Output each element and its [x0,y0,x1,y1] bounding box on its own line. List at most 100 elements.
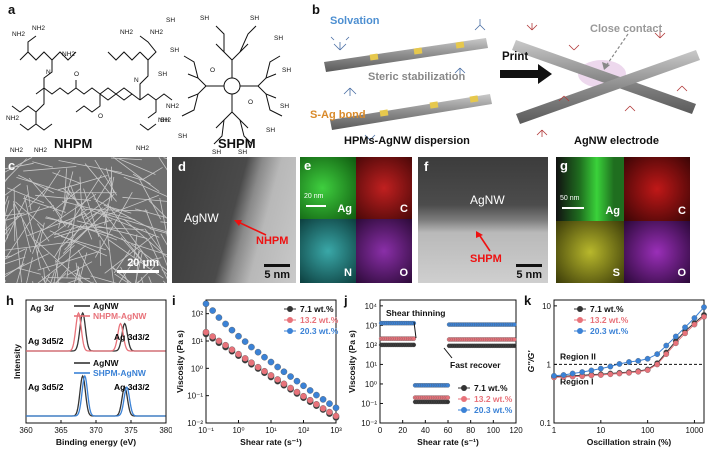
map-o-g: O [624,221,690,283]
xps-series-line [26,311,166,352]
data-point [313,391,320,399]
data-point [235,350,242,358]
x-tick-label: 380 [159,426,172,435]
x-tick-label: 100 [641,426,655,435]
data-point [235,332,242,340]
shpm-ester-o: O [248,99,253,106]
scale-label: 50 nm [560,195,580,202]
right-wires [512,23,700,137]
shpm-thiol-label: SH [160,117,169,124]
y-tick-label: 10³ [365,321,377,330]
x-tick-label: 10⁻¹ [198,426,214,435]
data-point [261,353,268,361]
panel-d-label: d [178,159,186,174]
data-point [228,326,236,334]
nhpm-structure [11,35,173,131]
data-point [588,367,595,374]
data-point [691,315,698,321]
scale-label: 5 nm [264,269,290,281]
annotation-arrow [413,321,417,339]
element-s: S [612,267,620,279]
legend-label: 20.3 wt.% [474,405,513,415]
data-point [445,399,451,405]
x-tick-label: 10³ [330,426,342,435]
data-point [560,372,567,378]
panel-j-label: j [344,293,348,308]
shpm-arrow-label: SHPM [470,253,502,265]
recovery-chart: 0 20 40 60 80 100 120 10⁻² 10⁻¹ 10⁰ 10¹ 10² 10³ 10⁴ Sh… [347,299,523,447]
y-tick-label: 10⁰ [365,380,377,389]
data-point [222,341,229,349]
legend-label: NHPM-AgNW [93,311,147,321]
x-tick-label: 80 [466,426,475,435]
nhpm-amine-label: NH2 [120,29,133,36]
sag-text: S-Ag bond [310,109,366,121]
nhpm-amine-label: NH2 [12,31,25,38]
sem-texture [5,157,167,283]
element-c: C [678,205,686,217]
shpm-thiol-label: SH [280,103,289,110]
data-point [616,370,623,377]
map-ag: Ag e 20 nm [300,157,356,219]
annotation: Ag 3d5/2 [28,382,64,392]
data-point [209,333,216,340]
shpm-title: SHPM [218,136,256,151]
data-point [551,372,557,379]
y-tick-label: 10⁻² [361,419,377,428]
x-tick-label: 120 [509,426,523,435]
data-point [241,338,249,345]
data-point [635,368,642,375]
x-tick-label: 370 [89,426,103,435]
data-point [682,330,688,337]
panel-c-label: c [8,158,16,173]
data-point [293,388,301,396]
panel-b-label: b [312,2,320,17]
data-point [313,401,320,408]
y-axis-label: G''/G' [526,350,536,373]
scale-label: 5 nm [516,269,542,281]
annotation: Ag 3d3/2 [114,382,150,392]
solvation-text: Solvation [330,15,380,27]
data-point [626,369,632,376]
nhpm-amine-label: NH2 [150,29,163,36]
chemical-structures: NH2 NH2 NH2 NH2 NH2 NH2 NH2 NH2 NH2 NH2 … [6,15,291,156]
data-point [267,372,275,379]
data-point [326,400,333,407]
panel-g-label: g [560,158,568,173]
data-point [248,343,255,351]
data-point [215,314,223,321]
series-line [553,306,705,377]
x-tick-label: 100 [487,426,501,435]
xps-series-line [26,374,166,417]
map-o: O [356,219,412,283]
x-axis-label: Binding energy (eV) [56,437,136,447]
data-point [332,412,340,420]
chart-title: Ag 3d [30,303,54,313]
data-point [215,337,223,345]
element-c: C [400,203,408,215]
nhpm-amide-o: O [74,71,79,78]
scale-label: 20 μm [127,257,159,269]
element-ag: Ag [605,205,620,217]
map-ag-g: Ag g 50 nm [556,157,624,221]
shpm-structure [181,25,283,145]
annotation: Shear thinning [386,308,446,318]
legend-label: 20.3 wt.% [590,326,629,336]
element-ag: Ag [337,203,352,215]
shpm-thiol-label: SH [250,15,259,22]
shpm-thiol-label: SH [274,35,283,42]
left-wires [324,19,492,141]
data-point [701,304,707,311]
agnw-label: AgNW [184,211,219,225]
shpm-thiol-label: SH [200,15,209,22]
nhpm-amine-label: NH2 [34,147,47,154]
element-n: N [344,267,352,279]
scale-bar [117,270,159,273]
data-point [267,358,275,366]
series-line [553,316,705,378]
nhpm-arrow-label: NHPM [256,235,289,247]
data-point [672,333,679,340]
data-point [319,405,327,412]
